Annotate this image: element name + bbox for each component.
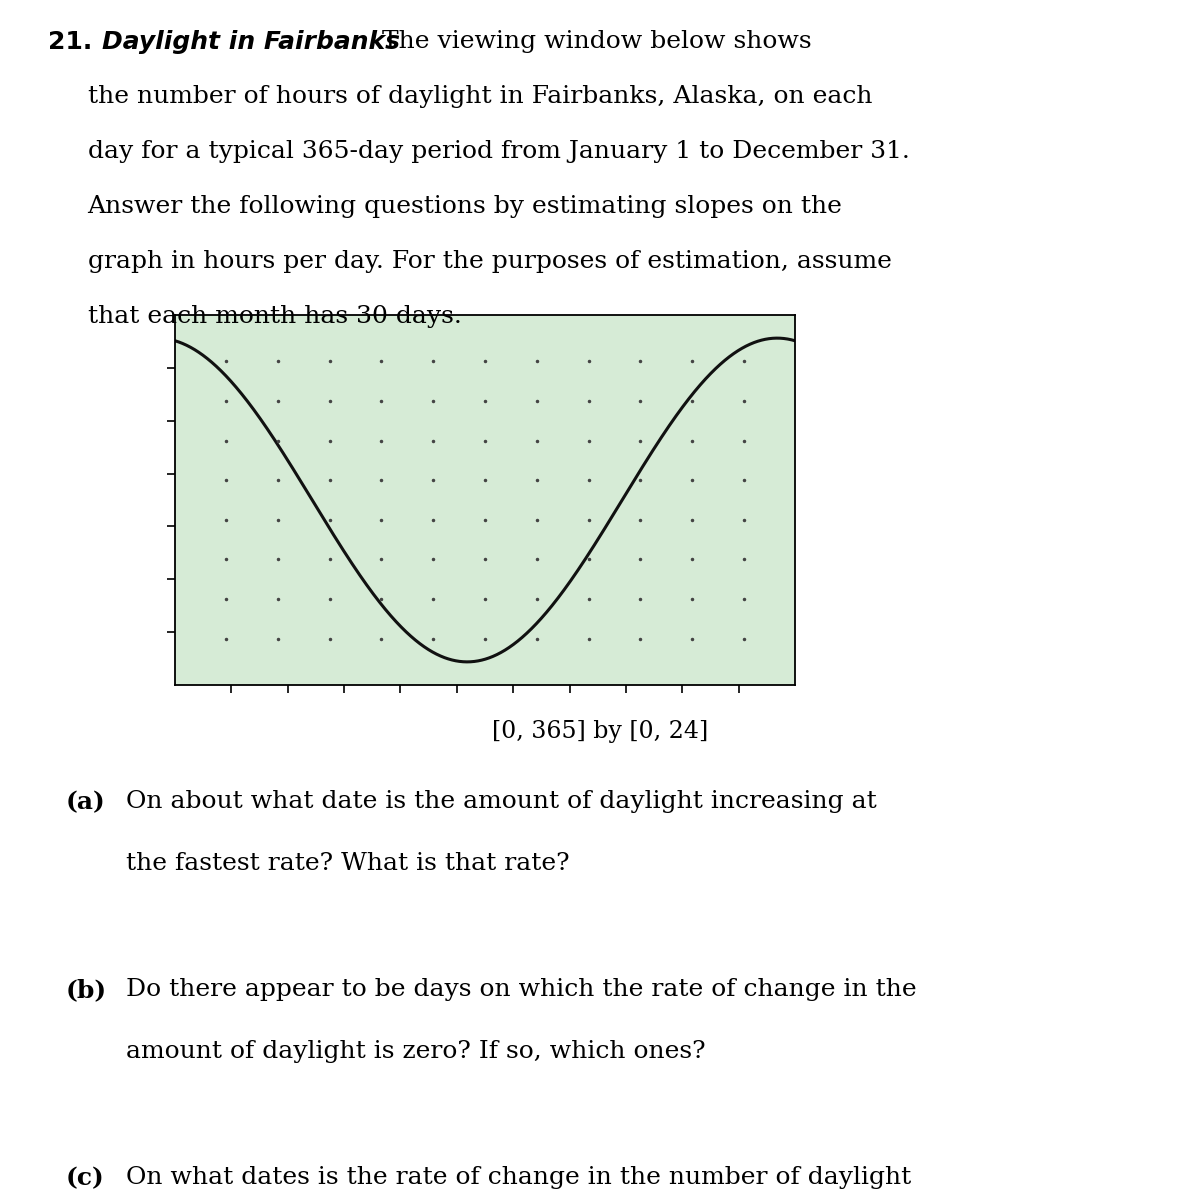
Text: the number of hours of daylight in Fairbanks, Alaska, on each: the number of hours of daylight in Fairb… — [88, 85, 872, 108]
Text: (b): (b) — [66, 978, 107, 1002]
Text: (a): (a) — [66, 789, 106, 813]
Text: amount of daylight is zero? If so, which ones?: amount of daylight is zero? If so, which… — [126, 1040, 706, 1064]
Text: The viewing window below shows: The viewing window below shows — [366, 30, 811, 53]
Text: Daylight in Fairbanks: Daylight in Fairbanks — [102, 30, 400, 54]
Text: Answer the following questions by estimating slopes on the: Answer the following questions by estima… — [88, 195, 842, 218]
Text: On what dates is the rate of change in the number of daylight: On what dates is the rate of change in t… — [126, 1166, 911, 1190]
Text: On about what date is the amount of daylight increasing at: On about what date is the amount of dayl… — [126, 789, 877, 813]
Text: [0, 365] by [0, 24]: [0, 365] by [0, 24] — [492, 720, 708, 743]
Text: day for a typical 365-day period from January 1 to December 31.: day for a typical 365-day period from Ja… — [88, 140, 910, 163]
Text: graph in hours per day. For the purposes of estimation, assume: graph in hours per day. For the purposes… — [88, 250, 892, 273]
Text: that each month has 30 days.: that each month has 30 days. — [88, 305, 462, 328]
Text: Do there appear to be days on which the rate of change in the: Do there appear to be days on which the … — [126, 978, 917, 1002]
Text: the fastest rate? What is that rate?: the fastest rate? What is that rate? — [126, 852, 570, 876]
Text: 21.: 21. — [48, 30, 92, 54]
Text: (c): (c) — [66, 1166, 104, 1190]
